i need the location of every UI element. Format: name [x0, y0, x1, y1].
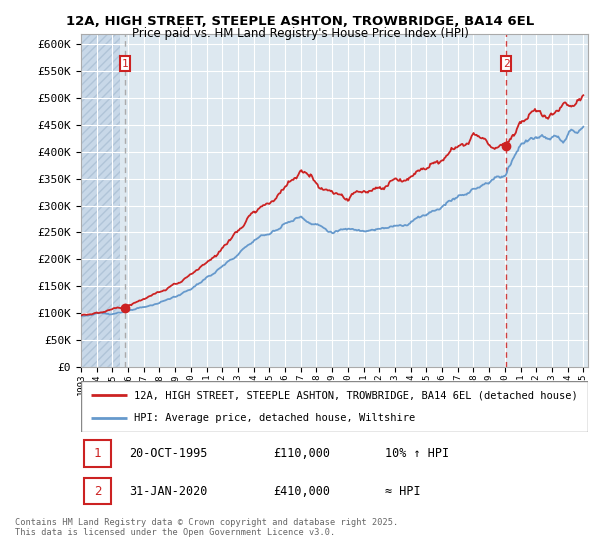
- Text: 12A, HIGH STREET, STEEPLE ASHTON, TROWBRIDGE, BA14 6EL: 12A, HIGH STREET, STEEPLE ASHTON, TROWBR…: [66, 15, 534, 27]
- FancyBboxPatch shape: [83, 478, 112, 505]
- Text: 2: 2: [94, 485, 101, 498]
- Text: Contains HM Land Registry data © Crown copyright and database right 2025.
This d: Contains HM Land Registry data © Crown c…: [15, 518, 398, 538]
- Text: Price paid vs. HM Land Registry's House Price Index (HPI): Price paid vs. HM Land Registry's House …: [131, 27, 469, 40]
- Text: 10% ↑ HPI: 10% ↑ HPI: [385, 447, 449, 460]
- FancyBboxPatch shape: [120, 56, 130, 71]
- Text: ≈ HPI: ≈ HPI: [385, 485, 421, 498]
- Text: HPI: Average price, detached house, Wiltshire: HPI: Average price, detached house, Wilt…: [134, 413, 415, 423]
- FancyBboxPatch shape: [502, 56, 511, 71]
- Text: 12A, HIGH STREET, STEEPLE ASHTON, TROWBRIDGE, BA14 6EL (detached house): 12A, HIGH STREET, STEEPLE ASHTON, TROWBR…: [134, 390, 578, 400]
- FancyBboxPatch shape: [81, 381, 588, 432]
- Bar: [81, 34, 120, 367]
- Text: 1: 1: [122, 59, 128, 68]
- Text: £110,000: £110,000: [274, 447, 331, 460]
- FancyBboxPatch shape: [83, 440, 112, 466]
- Text: 31-JAN-2020: 31-JAN-2020: [129, 485, 208, 498]
- Text: 1: 1: [94, 447, 101, 460]
- Text: 20-OCT-1995: 20-OCT-1995: [129, 447, 208, 460]
- Text: £410,000: £410,000: [274, 485, 331, 498]
- Text: 2: 2: [503, 59, 509, 68]
